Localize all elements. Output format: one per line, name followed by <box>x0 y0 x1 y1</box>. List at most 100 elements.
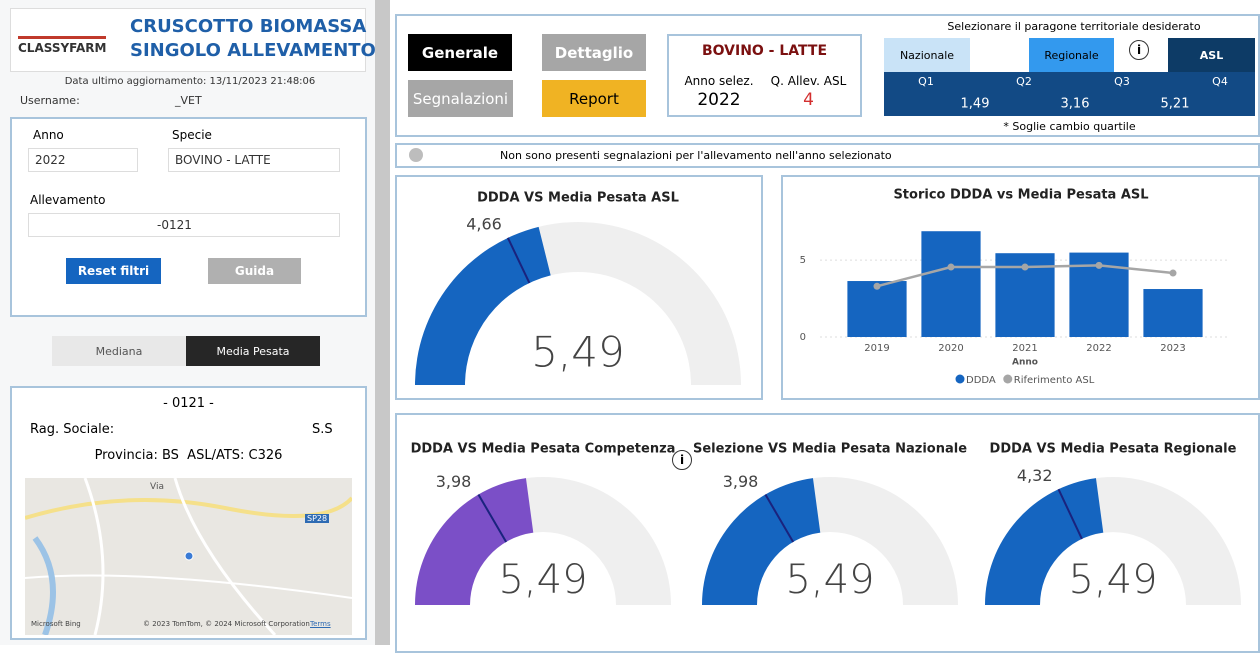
selection-title: BOVINO - LATTE <box>701 43 828 59</box>
updated: Data ultimo aggiornamento: 13/11/2023 21… <box>64 76 316 87</box>
y-tick-label: 0 <box>800 332 806 343</box>
gauge-target-label: 3,98 <box>723 472 759 491</box>
x-axis-label: Anno <box>1012 358 1038 368</box>
chart-title: Storico DDDA vs Media Pesata ASL <box>893 188 1148 203</box>
y-tick-label: 5 <box>800 255 806 266</box>
gauge-title: Selezione VS Media Pesata Nazionale <box>693 442 967 457</box>
bar <box>1143 289 1203 337</box>
rag-suffix: S.S <box>312 422 333 437</box>
alert-bar <box>395 143 1260 168</box>
quartile: Q4 <box>1212 75 1228 88</box>
toggle[interactable]: Mediana <box>52 336 186 366</box>
status-dot <box>409 148 423 162</box>
option[interactable]: Nazionale <box>884 38 970 72</box>
x-tick-label: 2019 <box>864 343 889 354</box>
username-label: Username: <box>20 94 80 107</box>
farm-code: - 0121 - <box>163 396 214 411</box>
label: Specie <box>172 128 212 142</box>
nav-button[interactable]: Generale <box>408 34 512 71</box>
label: Allevamento <box>30 193 106 207</box>
alert: Non sono presenti segnalazioni per l'all… <box>500 149 892 162</box>
x-tick-label: 2021 <box>1012 343 1037 354</box>
top-card <box>395 14 1260 137</box>
threshold: 5,21 <box>1161 97 1190 112</box>
gauge-value: 5,49 <box>498 557 587 603</box>
info-icon[interactable]: i <box>1129 40 1149 60</box>
quartile: Q3 <box>1114 75 1130 88</box>
gauge-fill <box>702 478 821 605</box>
value: 2022 <box>697 90 741 110</box>
gauge-target <box>764 493 795 543</box>
quartile: Q2 <box>1016 75 1032 88</box>
toggle[interactable]: Media Pesata <box>186 336 320 366</box>
rag-label: Rag. Sociale: <box>30 422 115 437</box>
button[interactable]: Guida <box>208 258 301 284</box>
legend-label: DDDA <box>966 375 996 386</box>
button[interactable]: Reset filtri <box>66 258 161 284</box>
nav-button[interactable]: Dettaglio <box>542 34 646 71</box>
value: 4 <box>803 90 814 110</box>
gauge-target <box>477 493 508 543</box>
x-tick-label: 2022 <box>1086 343 1111 354</box>
label: Anno selez. <box>684 74 754 88</box>
gauge-fill <box>985 478 1104 605</box>
gauge-target <box>506 237 531 284</box>
point <box>1095 261 1103 269</box>
threshold: 3,16 <box>1061 97 1090 112</box>
map-label: SP28 <box>305 514 330 523</box>
map-roads <box>25 478 352 635</box>
bar <box>921 231 981 337</box>
map-credit: Microsoft Bing <box>31 620 81 628</box>
map-credit: © 2023 TomTom, © 2024 Microsoft Corporat… <box>143 620 310 628</box>
gauge-value: 5,49 <box>785 557 874 603</box>
nav-button[interactable]: Segnalazioni <box>408 80 513 117</box>
provincia: Provincia: BS ASL/ATS: C326 <box>94 448 283 463</box>
bar <box>847 281 907 337</box>
separator <box>375 0 390 645</box>
gauge-fill <box>415 226 551 385</box>
point <box>1021 263 1029 271</box>
gauge-title: DDDA VS Media Pesata ASL <box>477 191 679 206</box>
x-tick-label: 2023 <box>1160 343 1185 354</box>
option[interactable]: ASL <box>1168 38 1255 72</box>
legend-swatch <box>1003 374 1013 384</box>
gauge-value: 5,49 <box>1068 557 1157 603</box>
map: Via SP28 Microsoft Bing © 2023 TomTom, ©… <box>25 478 352 635</box>
point <box>1169 269 1177 277</box>
legend-label: Riferimento ASL <box>1014 375 1095 386</box>
point <box>873 282 881 290</box>
gauge-fill <box>415 478 534 605</box>
nav-button[interactable]: Report <box>542 80 646 117</box>
gauge-target-label: 4,66 <box>466 215 502 234</box>
option[interactable]: Regionale <box>1029 38 1114 72</box>
point <box>947 263 955 271</box>
gauge-target-label: 4,32 <box>1017 466 1053 485</box>
map-label: Via <box>150 482 164 492</box>
label: Q. Allev. ASL <box>770 74 847 88</box>
legend-swatch <box>955 374 965 384</box>
quartile-bar <box>884 72 1255 116</box>
gauge-target-label: 3,98 <box>436 472 472 491</box>
gauge-target <box>1057 488 1083 540</box>
select[interactable]: -0121 <box>28 213 340 237</box>
title-line: SINGOLO ALLEVAMENTO <box>130 40 376 61</box>
select[interactable]: BOVINO - LATTE <box>168 148 340 172</box>
quartile: Q1 <box>918 75 934 88</box>
logo-box <box>10 8 366 72</box>
gauge-title: DDDA VS Media Pesata Regionale <box>990 442 1237 457</box>
label: Anno <box>33 128 64 142</box>
map-terms[interactable]: Terms <box>310 620 331 628</box>
selection-box <box>667 34 862 117</box>
select[interactable]: 2022 <box>28 148 138 172</box>
threshold: 1,49 <box>961 97 990 112</box>
x-tick-label: 2020 <box>938 343 963 354</box>
info-icon[interactable]: i <box>672 450 692 470</box>
gauge-value: 5,49 <box>531 328 625 377</box>
gauge-card <box>395 175 763 400</box>
username: _VET <box>175 94 202 107</box>
history-card <box>781 175 1260 400</box>
note: * Soglie cambio quartile <box>1003 120 1136 133</box>
gauge-title: DDDA VS Media Pesata Competenza <box>411 442 676 457</box>
title-line: CRUSCOTTO BIOMASSA <box>130 16 367 37</box>
